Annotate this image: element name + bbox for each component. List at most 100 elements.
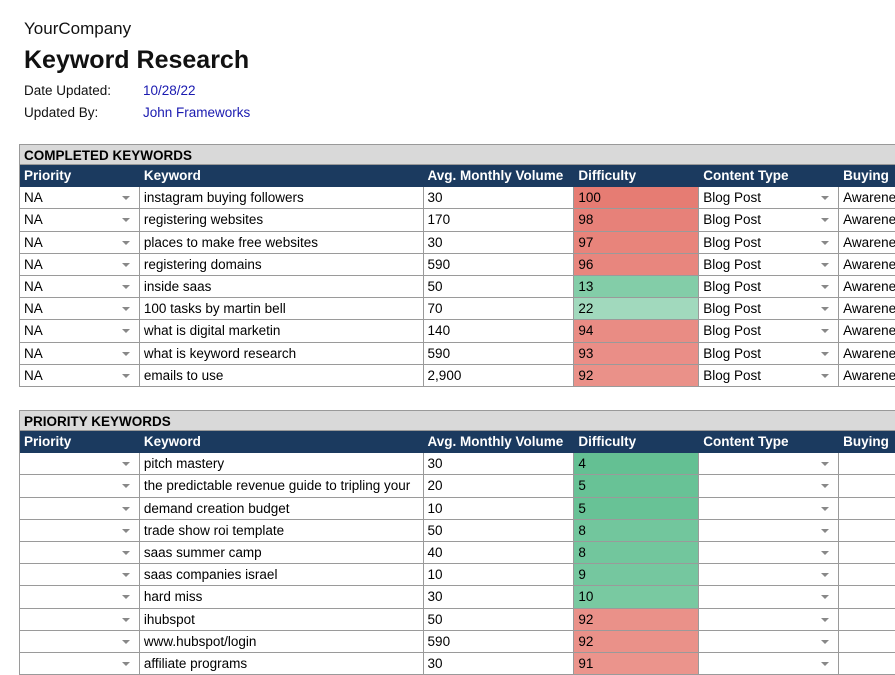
- volume-cell: 70: [423, 298, 575, 321]
- buying-stage-cell: Awarene: [839, 276, 895, 299]
- priority-cell[interactable]: [19, 564, 140, 587]
- content-type-cell[interactable]: [699, 475, 840, 498]
- data-row: NA instagram buying followers 30 100 Blog Po…: [19, 187, 895, 210]
- column-header: Difficulty: [574, 165, 700, 188]
- priority-cell[interactable]: NA: [19, 187, 140, 210]
- priority-cell[interactable]: [19, 652, 140, 675]
- content-type-cell[interactable]: Blog Post: [699, 231, 840, 254]
- data-row: www.hubspot/login 590 92: [19, 630, 895, 653]
- keyword-cell: affiliate programs: [139, 652, 424, 675]
- data-row: saas companies israel 10 9: [19, 564, 895, 587]
- data-row: NA what is keyword research 590 93 Blog Post…: [19, 342, 895, 365]
- data-row: NA what is digital marketin 140 94 Blog Post…: [19, 320, 895, 343]
- volume-cell: 40: [423, 541, 575, 565]
- data-row: NA places to make free websites 30 97 Blog P…: [19, 231, 895, 254]
- content-type-cell[interactable]: [699, 586, 840, 609]
- priority-cell[interactable]: [19, 453, 140, 476]
- priority-cell[interactable]: [19, 608, 140, 631]
- volume-cell: 590: [423, 342, 575, 365]
- section-title: COMPLETED KEYWORDS: [19, 144, 895, 165]
- volume-cell: 30: [423, 231, 575, 254]
- priority-cell[interactable]: NA: [19, 231, 140, 254]
- content-type-cell[interactable]: [699, 453, 840, 476]
- priority-cell[interactable]: NA: [19, 275, 140, 299]
- priority-cell[interactable]: [19, 586, 140, 609]
- difficulty-cell: 98: [574, 209, 700, 232]
- volume-cell: 20: [423, 475, 575, 498]
- difficulty-cell: 13: [574, 275, 700, 299]
- updated-by-value[interactable]: John Frameworks: [143, 105, 251, 120]
- difficulty-cell: 96: [574, 253, 700, 276]
- buying-stage-cell: Awarene: [839, 209, 895, 232]
- priority-cell[interactable]: NA: [19, 253, 140, 276]
- priority-cell[interactable]: NA: [19, 364, 140, 387]
- difficulty-cell: 9: [574, 564, 700, 587]
- priority-cell[interactable]: NA: [19, 298, 140, 321]
- column-header: Keyword: [140, 431, 424, 454]
- column-header: Keyword: [140, 165, 424, 188]
- content-type-cell[interactable]: Blog Post: [699, 209, 840, 232]
- column-header: Buying: [839, 431, 895, 453]
- volume-cell: 590: [423, 253, 575, 276]
- priority-cell[interactable]: [19, 630, 140, 653]
- priority-cell[interactable]: NA: [19, 342, 140, 365]
- table-section: PRIORITY KEYWORDS Priority Keyword Avg. Mon…: [19, 410, 895, 675]
- buying-stage-cell: Awarene: [839, 298, 895, 321]
- keyword-cell: what is digital marketin: [139, 320, 424, 343]
- content-type-cell[interactable]: Blog Post: [699, 364, 840, 387]
- volume-cell: 140: [423, 320, 575, 343]
- data-row: trade show roi template 50 8: [19, 519, 895, 542]
- priority-cell[interactable]: [19, 475, 140, 498]
- keyword-cell: instagram buying followers: [139, 187, 424, 210]
- company-name: YourCompany: [24, 19, 132, 38]
- difficulty-cell: 100: [574, 187, 700, 210]
- content-type-cell[interactable]: [699, 564, 840, 587]
- data-row: the predictable revenue guide to triplin…: [19, 475, 895, 498]
- difficulty-cell: 91: [574, 652, 700, 675]
- data-row: demand creation budget 10 5: [19, 497, 895, 520]
- buying-stage-cell: [839, 564, 895, 587]
- buying-stage-cell: Awarene: [839, 232, 895, 254]
- volume-cell: 10: [423, 497, 575, 520]
- content-type-cell[interactable]: Blog Post: [699, 275, 840, 299]
- priority-cell[interactable]: [19, 541, 140, 565]
- keyword-cell: inside saas: [139, 275, 424, 299]
- priority-cell[interactable]: [19, 519, 140, 542]
- priority-cell[interactable]: NA: [19, 209, 140, 232]
- content-type-cell[interactable]: Blog Post: [699, 298, 840, 321]
- difficulty-cell: 4: [574, 453, 700, 476]
- buying-stage-cell: [839, 542, 895, 565]
- buying-stage-cell: [839, 609, 895, 631]
- content-type-cell[interactable]: [699, 519, 840, 542]
- column-header: Content Type: [699, 431, 840, 454]
- volume-cell: 170: [423, 209, 575, 232]
- keyword-cell: emails to use: [139, 364, 424, 387]
- content-type-cell[interactable]: [699, 497, 840, 520]
- buying-stage-cell: [839, 586, 895, 609]
- content-type-cell[interactable]: Blog Post: [699, 320, 840, 343]
- buying-stage-cell: [839, 631, 895, 653]
- difficulty-cell: 5: [574, 497, 700, 520]
- buying-stage-cell: [839, 520, 895, 542]
- priority-cell[interactable]: NA: [19, 320, 140, 343]
- priority-cell[interactable]: [19, 497, 140, 520]
- keyword-cell: pitch mastery: [139, 453, 424, 476]
- keyword-cell: registering domains: [139, 253, 424, 276]
- data-row: NA registering domains 590 96 Blog Post Aware…: [19, 253, 895, 276]
- difficulty-cell: 92: [574, 630, 700, 653]
- keyword-cell: what is keyword research: [139, 342, 424, 365]
- updated-by-label: Updated By:: [24, 105, 99, 120]
- keyword-cell: saas companies israel: [139, 564, 424, 587]
- data-row: NA 100 tasks by martin bell 70 22 Blog Post A…: [19, 298, 895, 321]
- content-type-cell[interactable]: Blog Post: [699, 342, 840, 365]
- data-row: hard miss 30 10: [19, 586, 895, 609]
- content-type-cell[interactable]: Blog Post: [699, 187, 840, 210]
- content-type-cell[interactable]: [699, 630, 840, 653]
- date-value[interactable]: 10/28/22: [143, 83, 196, 98]
- content-type-cell[interactable]: Blog Post: [699, 253, 840, 276]
- volume-cell: 50: [423, 608, 575, 631]
- content-type-cell[interactable]: [699, 652, 840, 675]
- content-type-cell[interactable]: [699, 541, 840, 565]
- difficulty-cell: 5: [574, 475, 700, 498]
- content-type-cell[interactable]: [699, 608, 840, 631]
